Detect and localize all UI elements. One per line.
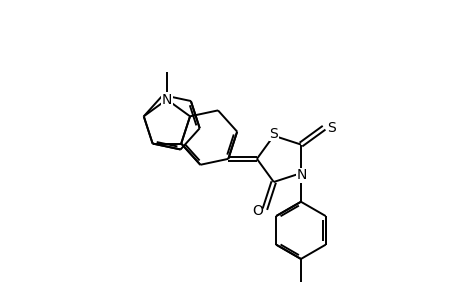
Text: S: S — [269, 127, 278, 141]
Text: S: S — [326, 121, 335, 135]
Text: N: N — [297, 168, 307, 182]
Text: N: N — [162, 92, 172, 106]
Text: O: O — [252, 204, 262, 218]
